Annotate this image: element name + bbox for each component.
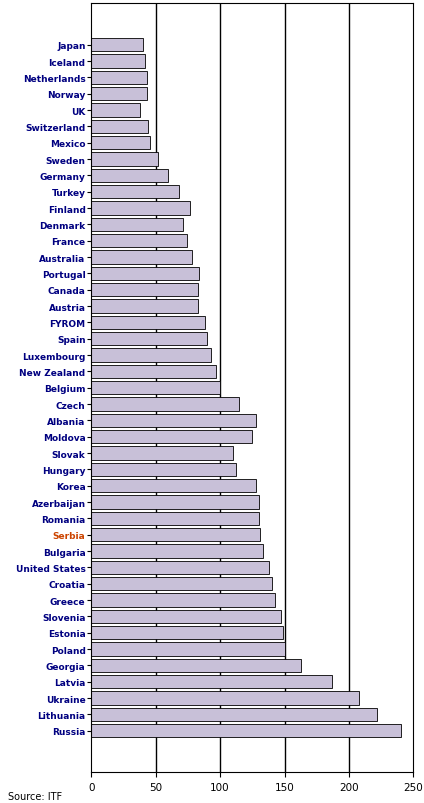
Bar: [91, 446, 233, 460]
Bar: [91, 267, 199, 281]
Bar: [91, 463, 235, 476]
Text: Source: ITF: Source: ITF: [8, 792, 63, 801]
Bar: [91, 610, 281, 623]
Bar: [91, 251, 192, 264]
Bar: [91, 185, 179, 199]
Bar: [91, 708, 377, 721]
Bar: [91, 137, 151, 150]
Bar: [91, 88, 147, 101]
Bar: [91, 430, 252, 444]
Bar: [91, 691, 359, 705]
Bar: [91, 349, 211, 362]
Bar: [91, 479, 256, 493]
Bar: [91, 561, 269, 574]
Bar: [91, 365, 216, 379]
Bar: [91, 283, 198, 297]
Bar: [91, 332, 207, 346]
Bar: [91, 120, 148, 134]
Bar: [91, 153, 158, 166]
Bar: [91, 169, 168, 183]
Bar: [91, 300, 198, 313]
Bar: [91, 104, 140, 117]
Bar: [91, 577, 272, 591]
Bar: [91, 39, 143, 52]
Bar: [91, 414, 256, 427]
Bar: [91, 381, 220, 395]
Bar: [91, 512, 259, 525]
Bar: [91, 593, 276, 607]
Bar: [91, 642, 285, 656]
Bar: [91, 659, 301, 672]
Bar: [91, 675, 332, 689]
Bar: [91, 495, 259, 509]
Bar: [91, 55, 145, 68]
Bar: [91, 528, 260, 542]
Bar: [91, 724, 401, 737]
Bar: [91, 316, 205, 330]
Bar: [91, 544, 262, 558]
Bar: [91, 234, 187, 248]
Bar: [91, 397, 240, 411]
Bar: [91, 71, 147, 85]
Bar: [91, 626, 283, 640]
Bar: [91, 202, 190, 215]
Bar: [91, 218, 183, 232]
